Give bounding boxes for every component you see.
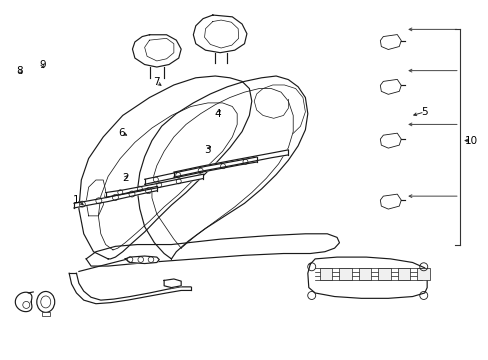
Polygon shape xyxy=(380,80,401,94)
Polygon shape xyxy=(174,150,288,177)
Text: 3: 3 xyxy=(204,144,211,154)
Polygon shape xyxy=(137,76,307,259)
Text: 6: 6 xyxy=(118,128,125,138)
Polygon shape xyxy=(378,268,390,280)
Polygon shape xyxy=(125,256,159,264)
Polygon shape xyxy=(105,174,203,197)
Polygon shape xyxy=(319,268,331,280)
Polygon shape xyxy=(380,194,401,209)
Polygon shape xyxy=(358,268,370,280)
Text: 1: 1 xyxy=(73,195,80,205)
Polygon shape xyxy=(79,76,251,259)
Text: 10: 10 xyxy=(464,136,477,145)
Polygon shape xyxy=(164,279,181,288)
Text: 5: 5 xyxy=(421,107,427,117)
Polygon shape xyxy=(380,35,401,50)
Polygon shape xyxy=(417,268,429,280)
Polygon shape xyxy=(41,312,50,316)
Polygon shape xyxy=(74,186,157,208)
Polygon shape xyxy=(339,268,351,280)
Text: 7: 7 xyxy=(153,77,160,87)
Ellipse shape xyxy=(41,296,51,308)
Polygon shape xyxy=(132,35,181,67)
Text: 9: 9 xyxy=(39,60,45,70)
Polygon shape xyxy=(86,234,339,266)
Text: 4: 4 xyxy=(214,109,221,119)
Polygon shape xyxy=(144,157,256,184)
Text: 8: 8 xyxy=(16,66,23,76)
Text: 2: 2 xyxy=(122,173,128,183)
Polygon shape xyxy=(397,268,409,280)
Polygon shape xyxy=(15,292,32,312)
Ellipse shape xyxy=(37,292,55,312)
Polygon shape xyxy=(307,257,427,298)
Polygon shape xyxy=(69,273,190,304)
Polygon shape xyxy=(193,15,246,53)
Polygon shape xyxy=(380,133,401,148)
